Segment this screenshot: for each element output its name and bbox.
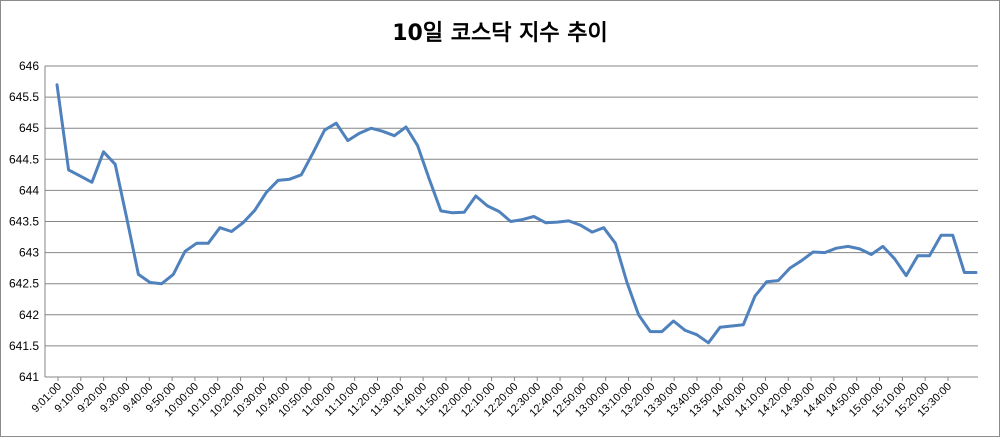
series-line — [55, 83, 978, 345]
y-tick-label: 643.5 — [9, 215, 39, 229]
y-tick-label: 643 — [19, 246, 39, 260]
y-tick-label: 644 — [19, 183, 39, 197]
y-tick-label: 641.5 — [9, 339, 39, 353]
y-tick-label: 642.5 — [9, 277, 39, 291]
grid-lines — [45, 65, 978, 347]
y-tick-label: 646 — [19, 59, 39, 73]
series-layer — [55, 83, 978, 345]
y-tick-label: 642 — [19, 308, 39, 322]
axes — [44, 66, 978, 381]
y-tick-labels: 641 641.5 642 642.5 643 643.5 644 644.5 645 645.5… — [9, 59, 39, 384]
y-tick-label: 645 — [19, 121, 39, 135]
x-tick-labels: 9:01:009:10:009:20:009:30:009:40:009:50:… — [30, 381, 954, 420]
y-tick-label: 645.5 — [9, 90, 39, 104]
y-tick-label: 644.5 — [9, 152, 39, 166]
chart-title: 10일 코스닥 지수 추이 — [392, 21, 608, 46]
y-tick-label: 641 — [19, 370, 39, 384]
